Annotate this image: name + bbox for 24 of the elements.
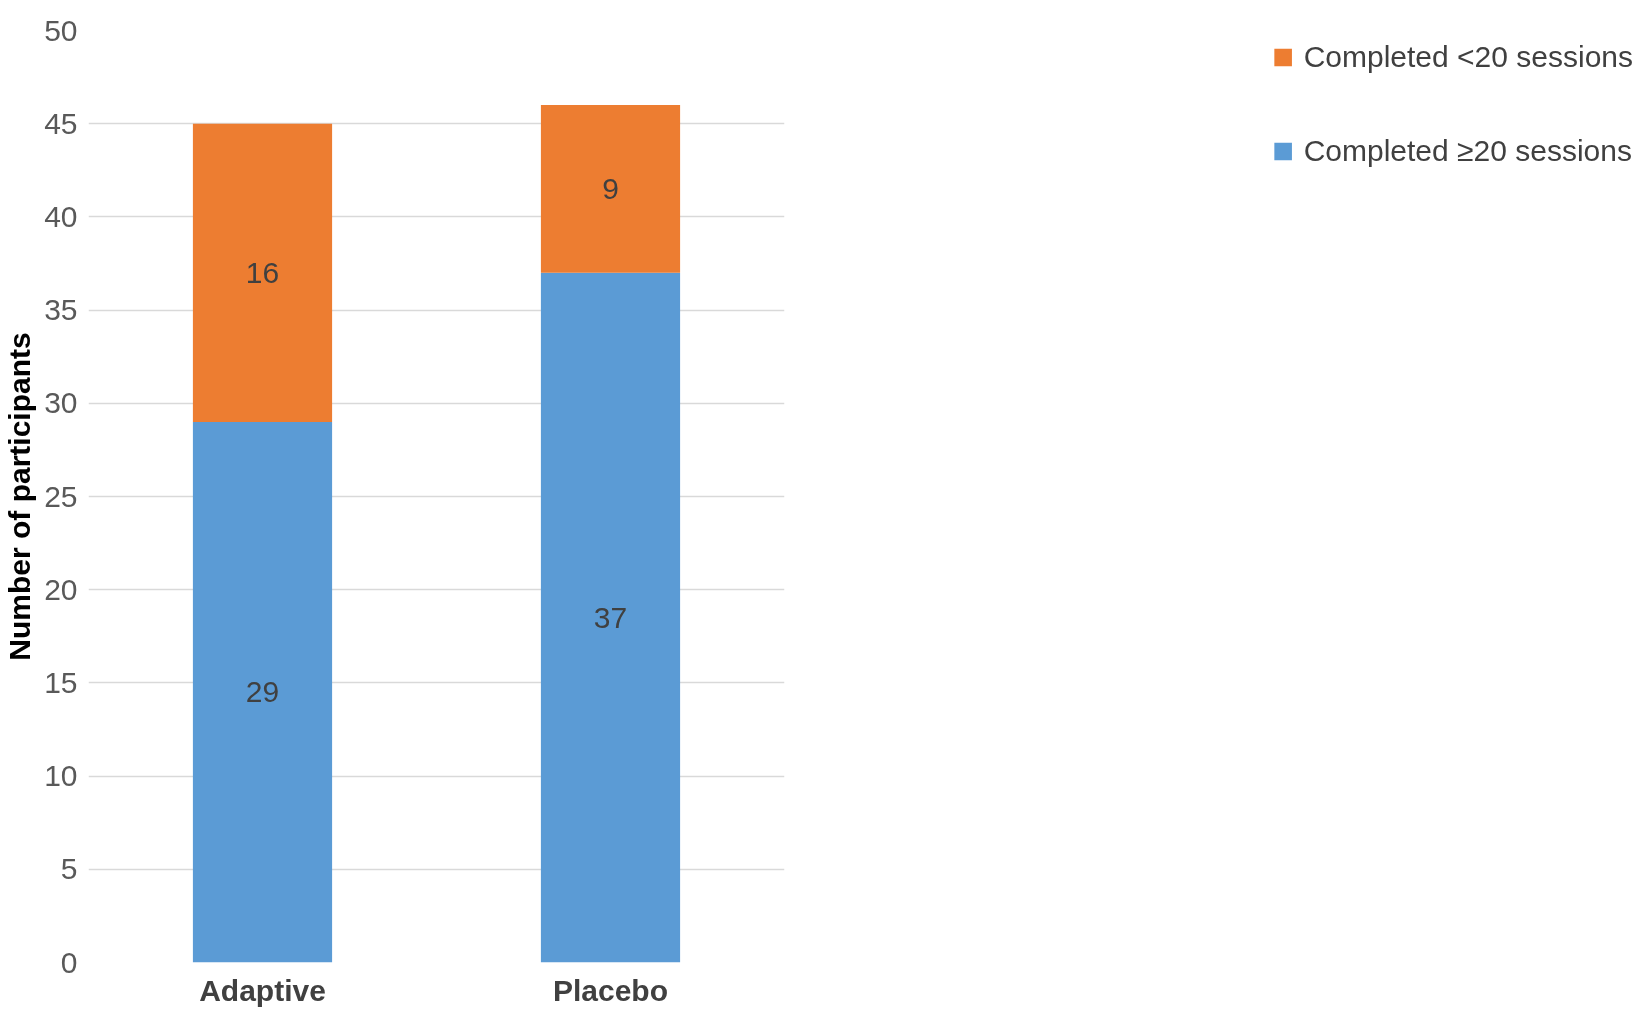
bar [192, 421, 333, 963]
y-tick-label: 10 [44, 759, 78, 793]
x-tick-label: Adaptive [199, 973, 326, 1007]
y-tick-label: 45 [44, 106, 78, 140]
y-tick-label: 25 [44, 479, 78, 513]
data-label: 37 [593, 600, 628, 634]
bar [540, 105, 681, 273]
y-tick-label: 30 [44, 386, 78, 420]
y-tick-label: 5 [60, 852, 78, 886]
y-tick-label: 40 [44, 199, 78, 233]
y-tick-label: 20 [44, 572, 78, 606]
legend-label: Completed <20 sessions [1303, 40, 1633, 74]
data-label: 29 [245, 675, 280, 709]
data-label: 9 [602, 171, 619, 205]
y-tick-label: 35 [44, 293, 78, 327]
y-axis-title: Number of participants [3, 332, 37, 661]
legend-label: Completed ≥20 sessions [1303, 134, 1632, 168]
data-label: 16 [245, 255, 280, 289]
x-tick-label: Placebo [552, 973, 669, 1007]
bar [192, 123, 333, 422]
y-tick-label: 15 [44, 665, 78, 699]
y-tick-label: 50 [44, 13, 78, 47]
y-tick-label: 0 [60, 945, 78, 979]
bar [540, 272, 681, 963]
